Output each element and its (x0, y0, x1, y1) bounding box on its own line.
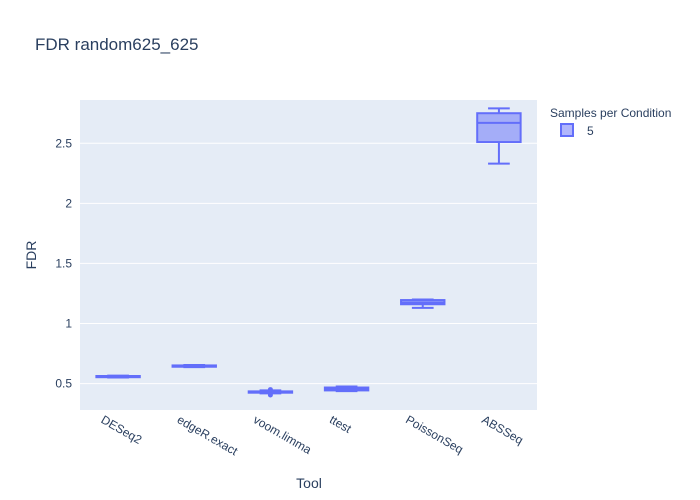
y-tick-label: 1 (65, 316, 72, 330)
box-poissonseq (400, 298, 446, 309)
x-tick-label: edgeR.exact (175, 412, 241, 458)
box-absseq (476, 107, 522, 165)
x-tick-label: DESeq2 (99, 412, 145, 447)
outlier-point (267, 387, 273, 393)
plot-area (80, 100, 537, 410)
y-tick-labels: 0.5 1 1.5 2 2.5 (55, 136, 72, 390)
legend-title: Samples per Condition (550, 106, 671, 120)
legend-swatch (560, 123, 574, 137)
box-deseq2 (95, 374, 141, 379)
iqr-box (476, 112, 522, 144)
y-axis-title: FDR (23, 241, 39, 270)
y-tick-label: 2.5 (55, 136, 72, 150)
x-tick-label: PoissonSeq (403, 412, 465, 456)
outlier-point (267, 392, 273, 398)
box-ttest (323, 385, 370, 393)
x-tick-label: ttest (327, 412, 354, 436)
y-tick-label: 1.5 (55, 256, 72, 270)
box-edger-exact (171, 363, 217, 369)
y-tick-label: 2 (65, 196, 72, 210)
legend: Samples per Condition 5 (550, 106, 671, 138)
legend-item[interactable]: 5 (560, 123, 594, 138)
y-tick-label: 0.5 (55, 377, 72, 391)
box-voom-limma (247, 387, 294, 398)
chart-title: FDR random625_625 (35, 35, 198, 54)
x-axis-title: Tool (296, 475, 322, 491)
x-tick-labels: DESeq2 edgeR.exact voom.limma ttest PoissonS… (99, 412, 526, 458)
gridlines (80, 142, 537, 385)
legend-label: 5 (587, 124, 594, 138)
box-series (95, 107, 522, 398)
x-tick-label: ABSSeq (479, 412, 525, 447)
x-tick-label: voom.limma (251, 412, 314, 457)
